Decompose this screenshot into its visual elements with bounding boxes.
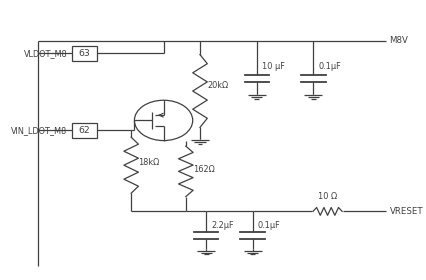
Text: VRESET: VRESET bbox=[389, 207, 422, 216]
Text: VIN_LDOT_M8: VIN_LDOT_M8 bbox=[12, 126, 67, 135]
Text: M8V: M8V bbox=[389, 36, 407, 45]
Text: 0.1μF: 0.1μF bbox=[257, 221, 280, 230]
Text: 20kΩ: 20kΩ bbox=[207, 81, 228, 90]
Text: 10 μF: 10 μF bbox=[261, 62, 284, 71]
Text: 2.2μF: 2.2μF bbox=[211, 221, 233, 230]
Text: 162Ω: 162Ω bbox=[193, 165, 214, 174]
Text: VLDOT_M8: VLDOT_M8 bbox=[24, 49, 67, 58]
Text: 63: 63 bbox=[78, 49, 90, 58]
Text: 0.1μF: 0.1μF bbox=[318, 62, 341, 71]
Text: 18kΩ: 18kΩ bbox=[138, 158, 159, 167]
Text: 62: 62 bbox=[78, 126, 90, 135]
Text: 10 Ω: 10 Ω bbox=[317, 192, 337, 201]
